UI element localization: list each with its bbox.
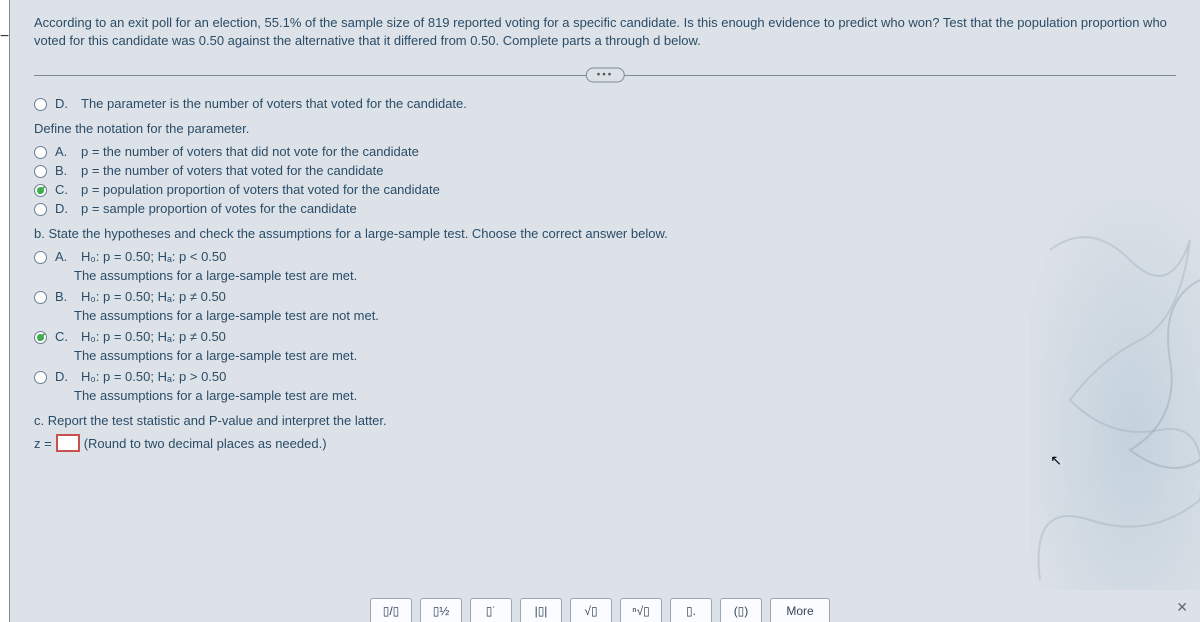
radio-q2-d[interactable] (34, 371, 47, 384)
z-label: z = (34, 436, 52, 451)
expand-pill[interactable]: ••• (586, 68, 625, 83)
option-text: p = sample proportion of votes for the c… (81, 201, 357, 216)
math-toolbar: ▯/▯ ▯½ ▯˙ |▯| √▯ ⁿ√▯ ▯. (▯) More (0, 594, 1200, 622)
tool-fraction[interactable]: ▯/▯ (370, 598, 412, 622)
option-text: p = population proportion of voters that… (81, 182, 440, 197)
hypothesis-text: H₀: p = 0.50; Hₐ: p ≠ 0.50 (81, 289, 226, 304)
radio-q2-c[interactable]: ✓ (34, 331, 47, 344)
tool-sqrt[interactable]: √▯ (570, 598, 612, 622)
q1-option-d[interactable]: D. p = sample proportion of votes for th… (34, 201, 1176, 216)
q2-c-subline: The assumptions for a large-sample test … (34, 348, 1176, 363)
collapse-dash: − (0, 28, 9, 46)
radio-q1-c[interactable]: ✓ (34, 184, 47, 197)
radio-prev-d[interactable] (34, 98, 47, 111)
tool-log[interactable]: ▯. (670, 598, 712, 622)
q2-option-c[interactable]: ✓ C. H₀: p = 0.50; Hₐ: p ≠ 0.50 (34, 329, 1176, 344)
option-letter: B. (55, 289, 73, 304)
option-letter: B. (55, 163, 73, 178)
q1-option-c[interactable]: ✓ C. p = population proportion of voters… (34, 182, 1176, 197)
part-b-prompt: b. State the hypotheses and check the as… (34, 226, 1176, 241)
radio-q2-a[interactable] (34, 251, 47, 264)
q2-d-subline: The assumptions for a large-sample test … (34, 388, 1176, 403)
checkmark-icon: ✓ (36, 183, 47, 199)
tool-mixed[interactable]: ▯½ (420, 598, 462, 622)
option-text: p = the number of voters that voted for … (81, 163, 383, 178)
q2-b-subline: The assumptions for a large-sample test … (34, 308, 1176, 323)
part-c-prompt: c. Report the test statistic and P-value… (34, 413, 1176, 428)
q1-option-b[interactable]: B. p = the number of voters that voted f… (34, 163, 1176, 178)
radio-q1-d[interactable] (34, 203, 47, 216)
option-text: p = the number of voters that did not vo… (81, 144, 419, 159)
q2-a-subline: The assumptions for a large-sample test … (34, 268, 1176, 283)
q2-option-a[interactable]: A. H₀: p = 0.50; Hₐ: p < 0.50 (34, 249, 1176, 264)
option-letter: D. (55, 369, 73, 384)
q2-option-b[interactable]: B. H₀: p = 0.50; Hₐ: p ≠ 0.50 (34, 289, 1176, 304)
z-input-row: z = (Round to two decimal places as need… (34, 434, 1176, 452)
radio-q1-a[interactable] (34, 146, 47, 159)
radio-q1-b[interactable] (34, 165, 47, 178)
checkmark-icon: ✓ (36, 330, 47, 346)
problem-statement: According to an exit poll for an electio… (34, 12, 1176, 60)
define-notation-prompt: Define the notation for the parameter. (34, 121, 1176, 136)
hypothesis-text: H₀: p = 0.50; Hₐ: p ≠ 0.50 (81, 329, 226, 344)
option-letter: C. (55, 329, 73, 344)
hypothesis-text: H₀: p = 0.50; Hₐ: p < 0.50 (81, 249, 226, 264)
option-letter: A. (55, 144, 73, 159)
option-letter: D. (55, 96, 73, 111)
option-letter: A. (55, 249, 73, 264)
close-icon[interactable]: ✕ (1176, 599, 1188, 616)
left-collapse-bar[interactable]: − (0, 0, 10, 622)
tool-more[interactable]: More (770, 598, 830, 622)
option-letter: C. (55, 182, 73, 197)
hypothesis-text: H₀: p = 0.50; Hₐ: p > 0.50 (81, 369, 226, 384)
section-divider: ••• (34, 66, 1176, 84)
option-text: The parameter is the number of voters th… (81, 96, 467, 111)
radio-q2-b[interactable] (34, 291, 47, 304)
tool-nroot[interactable]: ⁿ√▯ (620, 598, 662, 622)
q2-option-d[interactable]: D. H₀: p = 0.50; Hₐ: p > 0.50 (34, 369, 1176, 384)
tool-paren[interactable]: (▯) (720, 598, 762, 622)
main-content: According to an exit poll for an electio… (10, 0, 1200, 622)
tool-exponent[interactable]: ▯˙ (470, 598, 512, 622)
q1-option-a[interactable]: A. p = the number of voters that did not… (34, 144, 1176, 159)
tool-absolute[interactable]: |▯| (520, 598, 562, 622)
z-input[interactable] (56, 434, 80, 452)
option-letter: D. (55, 201, 73, 216)
z-hint: (Round to two decimal places as needed.) (84, 436, 327, 451)
prev-option-d[interactable]: D. The parameter is the number of voters… (34, 96, 1176, 111)
